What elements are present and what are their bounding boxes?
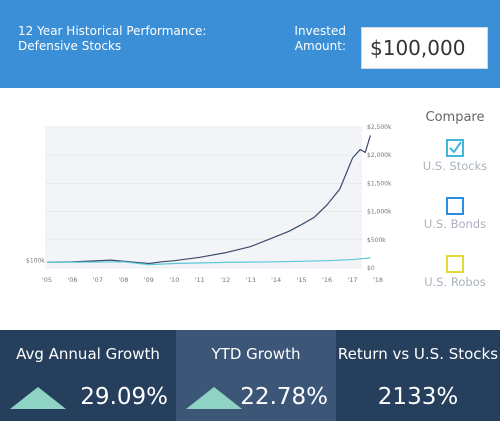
x-tick-label: '08 [118,276,128,284]
stat-value-row: 22.78% [176,375,336,421]
up-arrow [10,387,66,409]
x-tick-label: '16 [322,276,332,284]
x-tick-label: '05 [42,276,52,284]
stat-panel: Return vs U.S. Stocks 2133% [336,330,500,421]
chart: $0 $500k $1,000k $1,500k $2,000k $2,500k '05 '0… [26,124,392,284]
compare-label: U.S. Stocks [422,159,488,173]
stats-bar: Avg Annual Growth 29.09% YTD Growth 22.78% R… [0,330,500,421]
x-tick-label: '10 [169,276,179,284]
y-tick-label: $500k [367,237,386,244]
compare-label: U.S. Robos [424,275,486,289]
x-tick-label: '18 [373,276,383,284]
plot-background [45,127,362,268]
stat-label: Return vs U.S. Stocks [337,345,499,363]
y-tick-label: $2,500k [367,124,392,131]
annotation: $100k [26,257,45,264]
header: 12 Year Historical Performance: Defensiv… [0,0,500,88]
y-tick-label: $2,000k [367,152,392,159]
stat-value-row: 29.09% [0,375,176,421]
compare-option[interactable]: U.S. Robos [410,255,500,313]
compare-option[interactable]: U.S. Bonds [410,197,500,255]
stat-label: Avg Annual Growth [16,345,160,363]
stat-value: 2133% [377,384,459,410]
series-line [46,135,371,265]
compare-title: Compare [425,110,485,125]
x-tick-label: '13 [246,276,256,284]
checkbox [446,139,464,157]
x-tick-label: '09 [144,276,154,284]
compare-option[interactable]: U.S. Stocks [410,139,500,197]
invested-input[interactable]: $100,000 [361,27,488,69]
series-line [46,257,371,266]
checkbox [446,197,464,215]
y-tick-label: $0 [367,265,375,272]
x-tick-label: '12 [220,276,230,284]
x-tick-label: '06 [67,276,77,284]
stat-value: 29.09% [80,384,168,410]
invested-label: Invested Amount: [294,24,346,53]
checkbox [446,255,464,273]
x-tick-label: '15 [297,276,307,284]
x-tick-label: '07 [93,276,103,284]
stat-value-row: 2133% [336,375,500,421]
x-tick-label: '14 [271,276,281,284]
y-tick-label: $1,000k [367,209,392,216]
stat-value: 22.78% [240,384,328,410]
x-tick-label: '17 [348,276,358,284]
stat-panel: YTD Growth 22.78% [176,330,336,421]
up-arrow [186,387,242,409]
stat-label: YTD Growth [211,345,301,363]
checkmark [449,141,462,154]
compare-panel: Compare U.S. Stocks U.S. Bonds U.S. Robos [410,110,500,313]
y-tick-label: $1,500k [367,180,392,187]
compare-label: U.S. Bonds [423,217,487,231]
stat-panel: Avg Annual Growth 29.09% [0,330,176,421]
x-tick-label: '11 [195,276,205,284]
title: 12 Year Historical Performance: Defensiv… [18,24,207,53]
